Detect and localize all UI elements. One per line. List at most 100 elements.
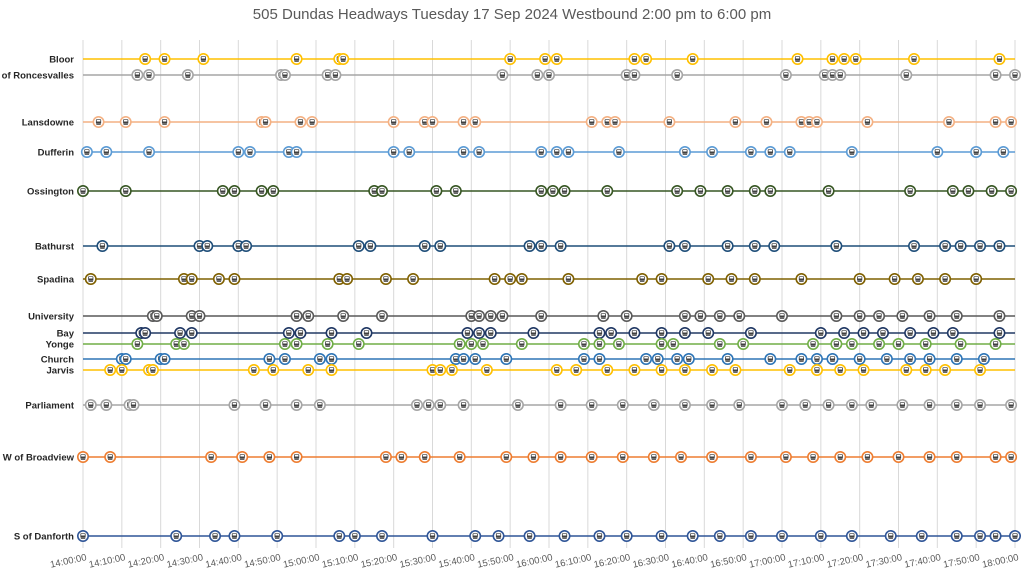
streetcar-icon (376, 310, 389, 322)
streetcar-icon (150, 310, 163, 322)
streetcar-icon (861, 116, 874, 128)
streetcar-icon (457, 116, 470, 128)
streetcar-icon (205, 451, 218, 463)
streetcar-icon (469, 353, 482, 365)
streetcar-icon (807, 451, 820, 463)
streetcar-icon (461, 327, 474, 339)
series-row: E of Roncesvalles (0, 69, 1021, 82)
x-tick-label: 16:40:00 (670, 552, 708, 570)
streetcar-icon (744, 146, 757, 158)
streetcar-icon (678, 327, 691, 339)
streetcar-icon (453, 338, 466, 350)
streetcar-icon (228, 530, 241, 542)
streetcar-icon (923, 451, 936, 463)
x-tick-label: 15:10:00 (321, 552, 359, 570)
streetcar-icon (694, 310, 707, 322)
streetcar-icon (523, 530, 536, 542)
streetcar-icon (263, 353, 276, 365)
streetcar-icon (473, 327, 486, 339)
streetcar-icon (139, 53, 152, 65)
streetcar-icon (834, 451, 847, 463)
streetcar-icon (655, 530, 668, 542)
streetcar-icon (651, 353, 664, 365)
streetcar-icon (278, 69, 291, 81)
streetcar-icon (729, 364, 742, 376)
streetcar-icon (721, 240, 734, 252)
streetcar-icon (810, 353, 823, 365)
streetcar-icon (834, 69, 847, 81)
streetcar-icon (535, 146, 548, 158)
streetcar-icon (329, 69, 342, 81)
streetcar-icon (838, 327, 851, 339)
streetcar-icon (523, 240, 536, 252)
streetcar-icon (197, 53, 210, 65)
streetcar-icon (830, 240, 843, 252)
streetcar-icon (418, 240, 431, 252)
streetcar-icon (410, 399, 423, 411)
streetcar-icon (628, 53, 641, 65)
streetcar-icon (119, 116, 132, 128)
streetcar-icon (395, 451, 408, 463)
streetcar-icon (426, 116, 439, 128)
streetcar-icon (243, 146, 256, 158)
streetcar-icon (822, 399, 835, 411)
streetcar-icon (993, 240, 1006, 252)
streetcar-icon (605, 327, 618, 339)
streetcar-icon (647, 451, 660, 463)
streetcar-icon (228, 273, 241, 285)
streetcar-icon (861, 451, 874, 463)
streetcar-icon (640, 53, 653, 65)
streetcar-icon (313, 353, 326, 365)
streetcar-icon (779, 451, 792, 463)
streetcar-icon (904, 185, 917, 197)
streetcar-icon (278, 338, 291, 350)
streetcar-icon (993, 327, 1006, 339)
streetcar-icon (434, 364, 447, 376)
streetcar-icon (892, 338, 905, 350)
x-tick-label: 17:30:00 (865, 552, 903, 570)
streetcar-icon (830, 338, 843, 350)
streetcar-icon (849, 53, 862, 65)
streetcar-icon (1005, 116, 1018, 128)
streetcar-icon (768, 240, 781, 252)
streetcar-icon (702, 327, 715, 339)
streetcar-icon (539, 53, 552, 65)
streetcar-icon (484, 327, 497, 339)
x-tick-label: 14:10:00 (88, 552, 126, 570)
streetcar-icon (174, 327, 187, 339)
streetcar-icon (744, 327, 757, 339)
streetcar-icon (939, 273, 952, 285)
streetcar-icon (302, 364, 315, 376)
streetcar-icon (360, 327, 373, 339)
streetcar-icon (826, 53, 839, 65)
streetcar-icon (655, 327, 668, 339)
streetcar-icon (620, 530, 633, 542)
series-row: S of Danforth (14, 530, 1021, 543)
streetcar-icon (434, 240, 447, 252)
streetcar-icon (496, 310, 509, 322)
streetcar-icon (950, 353, 963, 365)
streetcar-icon (558, 530, 571, 542)
streetcar-icon (263, 451, 276, 463)
streetcar-icon (678, 399, 691, 411)
streetcar-icon (535, 310, 548, 322)
streetcar-icon (535, 185, 548, 197)
streetcar-icon (104, 364, 117, 376)
streetcar-icon (888, 273, 901, 285)
streetcar-icon (422, 399, 435, 411)
streetcar-icon (989, 69, 1002, 81)
series-row: W of Broadview (3, 451, 1018, 464)
streetcar-icon (80, 146, 93, 158)
streetcar-icon (209, 530, 222, 542)
streetcar-icon (473, 146, 486, 158)
streetcar-icon (609, 116, 622, 128)
x-tick-label: 15:40:00 (437, 552, 475, 570)
streetcar-icon (857, 364, 870, 376)
x-tick-label: 16:10:00 (554, 552, 592, 570)
streetcar-icon (989, 530, 1002, 542)
streetcar-icon (904, 327, 917, 339)
streetcar-icon (911, 273, 924, 285)
streetcar-icon (612, 146, 625, 158)
streetcar-icon (686, 53, 699, 65)
streetcar-icon (484, 310, 497, 322)
